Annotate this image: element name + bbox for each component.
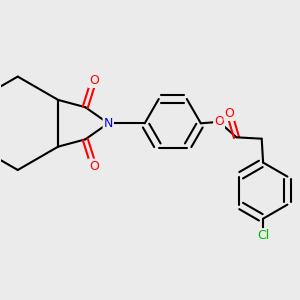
Text: O: O [89, 74, 99, 87]
Text: O: O [214, 116, 224, 128]
Text: N: N [103, 117, 113, 130]
Text: O: O [89, 160, 99, 172]
Text: O: O [224, 107, 234, 120]
Text: Cl: Cl [257, 229, 269, 242]
